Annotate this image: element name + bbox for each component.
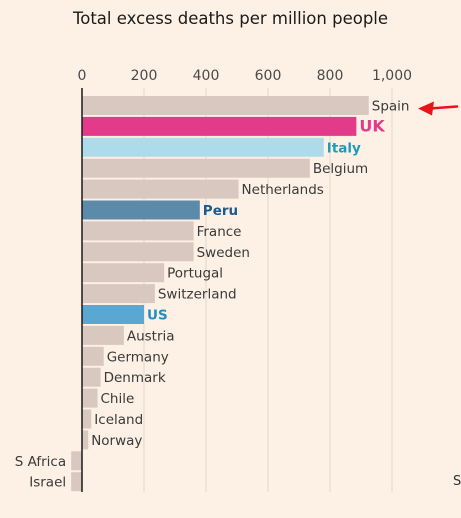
- bar-label: Israel: [29, 475, 66, 491]
- bar-label: Netherlands: [242, 182, 324, 198]
- bar: [82, 200, 200, 220]
- bar-label: Germany: [107, 349, 169, 365]
- bar: [82, 325, 124, 345]
- bar-label: Belgium: [313, 161, 368, 177]
- chart-title: Total excess deaths per million people: [72, 9, 389, 28]
- annotation-arrow-shaft: [428, 105, 459, 110]
- bar: [82, 430, 89, 450]
- bar: [82, 179, 239, 199]
- bar-label: Portugal: [167, 266, 223, 282]
- bar: [82, 116, 357, 136]
- annotation-arrow-head: [418, 101, 434, 116]
- x-tick-label: 1,000: [372, 68, 412, 84]
- x-tick-label: 600: [255, 68, 282, 84]
- bar-label: Sweden: [197, 245, 250, 261]
- bar-label: Norway: [91, 433, 142, 449]
- x-tick-label: 800: [317, 68, 344, 84]
- x-tick-label: 200: [131, 68, 158, 84]
- bar: [82, 221, 194, 241]
- bar: [82, 367, 101, 387]
- bar-label: Denmark: [104, 370, 166, 386]
- bar: [82, 388, 98, 408]
- bar: [71, 451, 82, 471]
- bar-label: S Africa: [15, 454, 66, 470]
- bar-label: UK: [359, 116, 385, 135]
- bar-label: Chile: [101, 391, 135, 407]
- bar-label: Peru: [203, 203, 238, 219]
- bar-label: Italy: [327, 140, 361, 156]
- bar-label: US: [147, 308, 168, 324]
- bar: [82, 137, 324, 157]
- clipped-edge-text: S: [453, 474, 461, 489]
- bar-label: Switzerland: [158, 287, 237, 303]
- bar: [82, 305, 144, 324]
- bar-label: Austria: [127, 328, 175, 344]
- bar: [82, 158, 310, 178]
- bar: [82, 346, 104, 366]
- x-tick-label: 0: [78, 68, 87, 84]
- x-tick-label: 400: [193, 68, 220, 84]
- bar: [82, 242, 194, 262]
- bar: [82, 96, 369, 115]
- bar-label: France: [197, 224, 242, 240]
- bar: [82, 409, 92, 429]
- bar: [71, 472, 82, 492]
- bar: [82, 284, 155, 304]
- bar-label: Spain: [372, 99, 410, 115]
- bar-label: Iceland: [94, 412, 143, 428]
- bar: [82, 263, 165, 283]
